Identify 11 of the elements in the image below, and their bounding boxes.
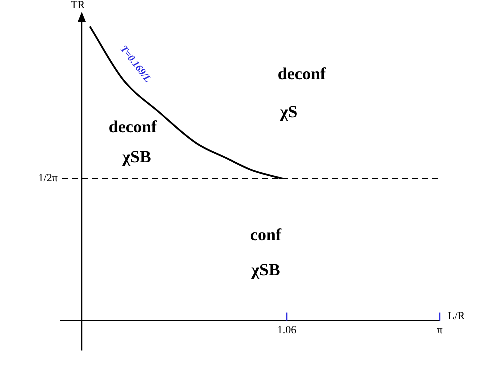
x-tick-label: 1.06: [277, 324, 298, 336]
y-axis-title: TR: [70, 0, 86, 12]
annotation: χSB: [250, 260, 280, 280]
annotation: χSB: [122, 147, 152, 166]
annotation: χS: [279, 102, 298, 122]
ref-line-label: 1/2π: [38, 172, 58, 185]
annotation: conf: [250, 225, 282, 244]
x-axis-title: L/R: [448, 310, 466, 323]
annotation: deconf: [108, 117, 158, 136]
x-tick-label: π: [437, 324, 444, 336]
annotation: deconf: [278, 64, 326, 84]
